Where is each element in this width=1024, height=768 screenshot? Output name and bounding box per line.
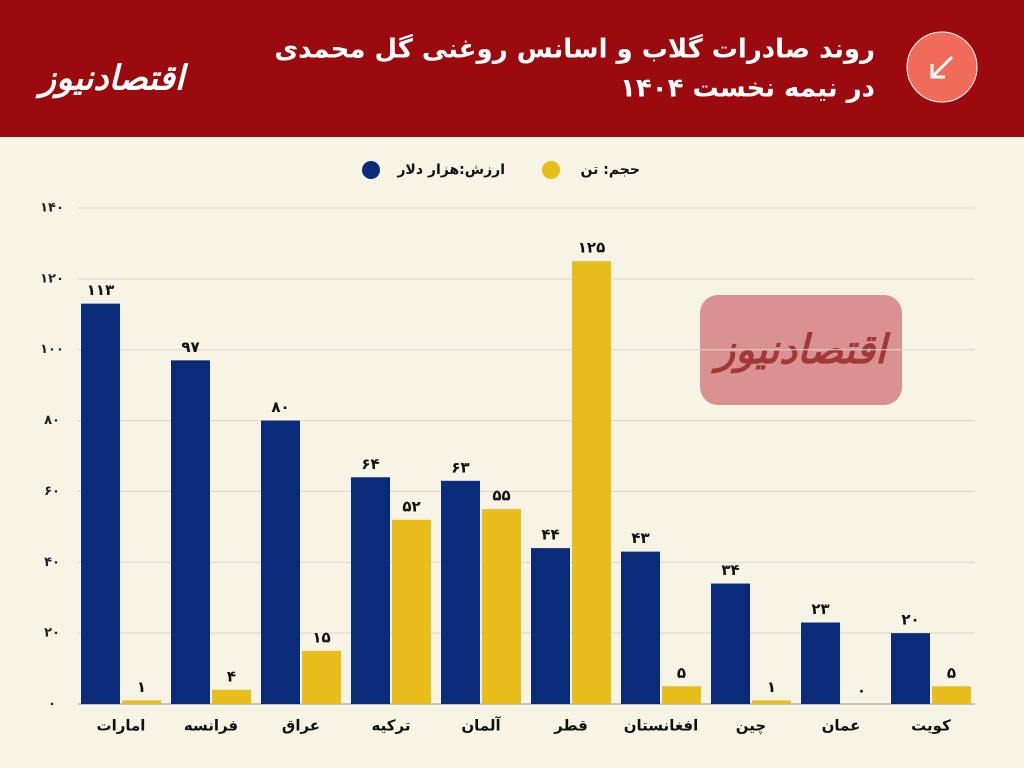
y-tick-label: ۱۲۰ xyxy=(40,271,64,286)
bar xyxy=(662,686,701,704)
x-tick-label: عراق xyxy=(282,717,320,735)
x-tick-label: فرانسه xyxy=(184,717,238,735)
x-tick-label: قطر xyxy=(553,717,588,735)
x-tick-label: امارات xyxy=(97,717,146,735)
value-label: ۶۴ xyxy=(361,455,379,473)
legend-label: ارزش:هزار دلار xyxy=(396,162,505,178)
bar xyxy=(482,509,521,704)
bar xyxy=(212,689,251,704)
legend-label: حجم: تن xyxy=(581,162,641,178)
x-tick-label: ترکیه xyxy=(372,717,411,735)
watermark: اقتصادنیوز xyxy=(711,327,891,374)
arrow-icon xyxy=(930,55,954,79)
y-tick-label: ۸۰ xyxy=(44,413,60,428)
bar xyxy=(801,622,840,704)
x-tick-label: آلمان xyxy=(461,717,501,735)
legend-marker xyxy=(542,161,560,179)
value-label: ۱ xyxy=(137,678,146,696)
value-label: ۵۲ xyxy=(402,497,420,515)
value-label: ۵ xyxy=(947,664,956,682)
value-label: ۲۰ xyxy=(901,611,919,629)
bar xyxy=(711,583,750,704)
bar xyxy=(572,261,611,704)
bar xyxy=(261,420,300,704)
value-label: ۴۴ xyxy=(541,526,559,544)
value-label: ۴ xyxy=(227,667,236,685)
bar xyxy=(122,700,161,704)
value-label: ۱۲۵ xyxy=(578,239,605,257)
bar xyxy=(392,519,431,704)
value-label: ۹۷ xyxy=(181,338,199,356)
y-tick-label: ۱۴۰ xyxy=(40,201,64,216)
y-tick-label: ۶۰ xyxy=(44,484,60,499)
value-label: ۳۴ xyxy=(721,561,739,579)
value-label: ۴۳ xyxy=(631,529,649,547)
x-tick-label: افغانستان xyxy=(624,717,699,735)
y-tick-label: ۲۰ xyxy=(44,626,60,641)
y-tick-label: ۴۰ xyxy=(44,555,60,570)
header xyxy=(0,0,1024,137)
bar xyxy=(621,551,660,704)
x-tick-label: عمان xyxy=(822,717,861,735)
value-label: ۰ xyxy=(857,682,866,700)
bar xyxy=(752,700,791,704)
bar xyxy=(891,633,930,704)
logo: اقتصادنیوز xyxy=(35,59,189,99)
bar xyxy=(302,650,341,704)
value-label: ۸۰ xyxy=(271,398,289,416)
bar xyxy=(171,360,210,704)
value-label: ۶۳ xyxy=(451,458,469,476)
bar xyxy=(81,303,120,704)
value-label: ۱۱۳ xyxy=(87,281,114,299)
bar xyxy=(932,686,971,704)
value-label: ۲۳ xyxy=(811,600,829,618)
chart-title: در نیمه نخست ۱۴۰۴ xyxy=(620,74,875,104)
value-label: ۵۵ xyxy=(492,487,510,505)
legend-marker xyxy=(362,161,380,179)
bar xyxy=(531,548,570,704)
y-tick-label: ۱۰۰ xyxy=(40,342,64,357)
value-label: ۱۵ xyxy=(312,628,330,646)
value-label: ۱ xyxy=(767,678,776,696)
x-tick-label: کویت xyxy=(911,717,951,735)
bar xyxy=(351,477,390,704)
y-tick-label: ۰ xyxy=(48,697,56,712)
x-tick-label: چین xyxy=(736,717,766,736)
chart-title: روند صادرات گلاب و اسانس روغنی گل محمدی xyxy=(274,34,875,65)
value-label: ۵ xyxy=(677,664,686,682)
bar xyxy=(441,480,480,704)
